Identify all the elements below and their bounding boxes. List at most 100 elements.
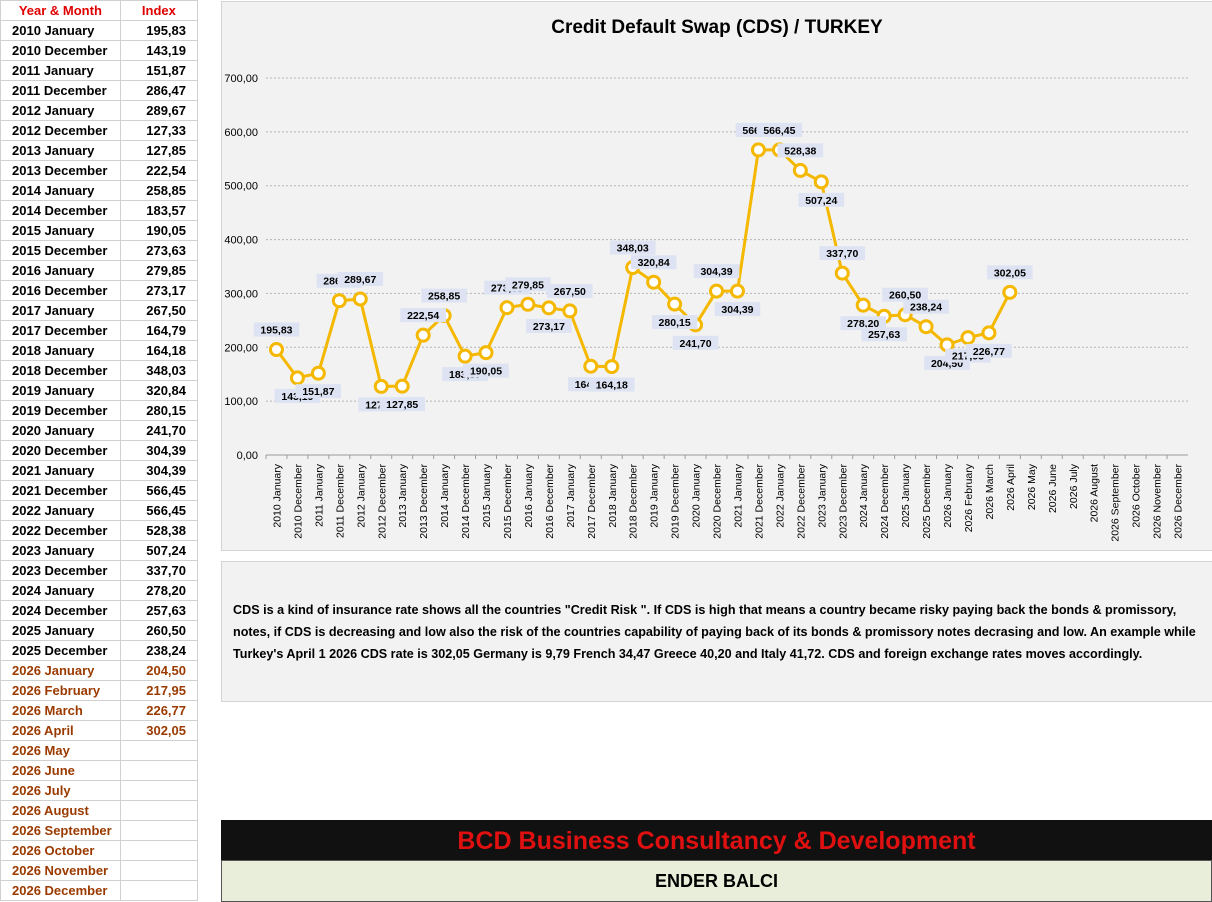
table-row: 2026 April 302,05 <box>0 720 199 741</box>
data-label-bg <box>588 377 635 392</box>
data-label: 348,03 <box>617 243 649 255</box>
x-tick-label: 2025 January <box>900 463 912 527</box>
period-cell: 2014 December <box>0 200 121 221</box>
period-cell: 2022 December <box>0 520 121 541</box>
data-point <box>331 293 347 309</box>
data-label: 273,17 <box>533 321 565 333</box>
table-row: 2014 January 258,85 <box>0 180 199 201</box>
x-tick-label: 2017 January <box>565 463 577 527</box>
index-cell: 204,50 <box>119 660 199 681</box>
period-cell: 2013 December <box>0 160 121 181</box>
data-label: 320,84 <box>638 257 670 269</box>
y-tick-label: 300,00 <box>224 288 258 300</box>
x-tick-label: 2015 January <box>481 463 493 527</box>
data-label-bg <box>651 315 698 330</box>
description-panel: CDS is a kind of insurance rate shows al… <box>221 561 1212 702</box>
data-label: 304,39 <box>700 266 732 278</box>
x-tick-label: 2020 December <box>712 464 724 539</box>
period-cell: 2015 January <box>0 220 121 241</box>
period-header: Year & Month <box>0 0 121 21</box>
index-cell: 286,47 <box>119 80 199 101</box>
index-cell: 304,39 <box>119 460 199 481</box>
index-cell: 302,05 <box>119 720 199 741</box>
table-row: 2010 January 195,83 <box>0 20 199 41</box>
data-label: 222,54 <box>407 310 439 322</box>
period-cell: 2026 April <box>0 720 121 741</box>
x-tick-label: 2023 December <box>837 464 849 539</box>
data-point <box>310 365 326 381</box>
data-label-bg <box>714 302 761 317</box>
data-point <box>289 370 305 386</box>
index-cell: 217,95 <box>119 680 199 701</box>
period-cell: 2026 August <box>0 800 121 821</box>
data-point <box>604 359 620 375</box>
x-tick-label: 2022 January <box>774 463 786 527</box>
data-label-bg <box>882 287 928 302</box>
x-tick-label: 2026 October <box>1131 464 1143 528</box>
period-cell: 2011 January <box>0 60 121 81</box>
data-label-bg <box>253 322 300 337</box>
period-cell: 2024 January <box>0 580 121 601</box>
chart-title: Credit Default Swap (CDS) / TURKEY <box>551 17 883 38</box>
index-cell: 241,70 <box>119 420 199 441</box>
data-label-bg <box>337 271 384 286</box>
data-point <box>520 296 536 312</box>
cds-line-chart: Credit Default Swap (CDS) / TURKEY 0,00 10… <box>224 17 1188 542</box>
x-tick-label: 2026 September <box>1110 463 1122 541</box>
data-point <box>709 283 725 299</box>
table-row: 2026 May <box>0 740 199 761</box>
index-cell: 566,45 <box>119 480 199 501</box>
x-tick-label: 2014 January <box>439 463 451 527</box>
index-cell: 226,77 <box>119 700 199 721</box>
data-label: 279,85 <box>512 279 544 291</box>
index-cell: 280,15 <box>119 400 199 421</box>
x-tick-label: 2018 January <box>607 463 619 527</box>
table-row: 2021 January 304,39 <box>0 460 199 481</box>
y-tick-label: 100,00 <box>224 396 258 408</box>
index-cell: 183,57 <box>119 200 199 221</box>
table-row: 2014 December 183,57 <box>0 200 199 221</box>
index-cell: 195,83 <box>119 20 199 41</box>
x-tick-label: 2021 January <box>732 463 744 527</box>
index-cell <box>119 820 199 841</box>
data-point <box>729 283 745 299</box>
data-label-bg <box>987 265 1033 280</box>
data-point <box>1002 284 1018 300</box>
data-point <box>268 342 284 358</box>
period-cell: 2026 June <box>0 760 121 781</box>
data-label-bg <box>400 308 446 323</box>
y-tick-label: 200,00 <box>224 342 258 354</box>
index-cell <box>119 780 199 801</box>
table-row: 2023 December 337,70 <box>0 560 199 581</box>
index-cell: 190,05 <box>119 220 199 241</box>
table-row: 2017 December 164,79 <box>0 320 199 341</box>
x-tick-label: 2025 December <box>921 464 933 539</box>
table-row: 2015 December 273,63 <box>0 240 199 261</box>
data-label: 257,63 <box>868 329 900 341</box>
period-cell: 2018 January <box>0 340 121 361</box>
period-cell: 2026 February <box>0 680 121 701</box>
x-tick-label: 2017 December <box>586 464 598 539</box>
table-header: Year & Month Index <box>0 0 199 21</box>
table-row: 2013 January 127,85 <box>0 140 199 161</box>
period-cell: 2019 January <box>0 380 121 401</box>
data-label: 566,45 <box>763 125 795 137</box>
period-cell: 2021 January <box>0 460 121 481</box>
index-cell: 127,33 <box>119 120 199 141</box>
x-tick-label: 2026 January <box>942 463 954 527</box>
x-tick-label: 2026 December <box>1173 464 1185 539</box>
table-row: 2011 December 286,47 <box>0 80 199 101</box>
period-cell: 2024 December <box>0 600 121 621</box>
table-row: 2022 December 528,38 <box>0 520 199 541</box>
table-row: 2011 January 151,87 <box>0 60 199 81</box>
period-cell: 2017 January <box>0 300 121 321</box>
table-row: 2018 December 348,03 <box>0 360 199 381</box>
x-tick-label: 2016 December <box>544 464 556 539</box>
period-cell: 2026 May <box>0 740 121 761</box>
y-tick-label: 600,00 <box>224 127 258 139</box>
x-tick-label: 2018 December <box>628 464 640 539</box>
table-row: 2012 December 127,33 <box>0 120 199 141</box>
x-tick-label: 2026 February <box>963 463 975 532</box>
index-cell: 260,50 <box>119 620 199 641</box>
period-cell: 2014 January <box>0 180 121 201</box>
